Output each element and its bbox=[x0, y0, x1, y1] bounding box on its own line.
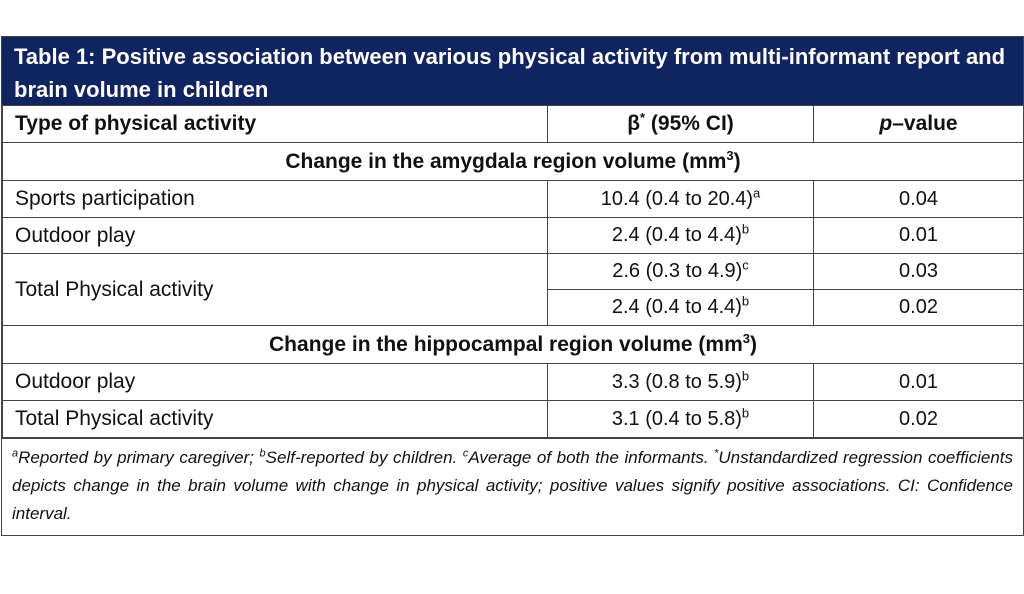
table-row: 2.4 (0.4 to 4.4)b 0.02 bbox=[3, 289, 1024, 326]
row-pvalue: 0.02 bbox=[813, 289, 1024, 326]
row-beta: 3.1 (0.4 to 5.8)b bbox=[547, 400, 814, 438]
row-pvalue: 0.01 bbox=[813, 217, 1024, 254]
table-row: Total Physical activity 2.6 (0.3 to 4.9)… bbox=[2, 253, 1024, 326]
table-row: Total Physical activity 3.1 (0.4 to 5.8)… bbox=[2, 400, 1024, 438]
table-title: Table 1: Positive association between va… bbox=[2, 37, 1023, 105]
row-beta: 10.4 (0.4 to 20.4)a bbox=[547, 180, 814, 218]
table-row: Sports participation 10.4 (0.4 to 20.4)a… bbox=[2, 180, 1024, 218]
row-beta: 2.4 (0.4 to 4.4)b bbox=[547, 289, 814, 326]
row-type: Sports participation bbox=[2, 180, 548, 218]
row-pvalue: 0.03 bbox=[813, 253, 1024, 290]
section-heading-hippocampal: Change in the hippocampal region volume … bbox=[2, 325, 1024, 364]
header-row: Type of physical activity β* (95% CI) p–… bbox=[2, 105, 1024, 143]
table-row: Outdoor play 3.3 (0.8 to 5.9)b 0.01 bbox=[2, 363, 1024, 401]
table-row: Outdoor play 2.4 (0.4 to 4.4)b 0.01 bbox=[2, 217, 1024, 254]
header-pvalue: p–value bbox=[813, 105, 1024, 143]
results-table: Type of physical activity β* (95% CI) p–… bbox=[2, 105, 1024, 438]
row-type: Total Physical activity bbox=[2, 253, 548, 326]
row-type: Outdoor play bbox=[2, 363, 548, 401]
header-type: Type of physical activity bbox=[2, 105, 548, 143]
table-container: Table 1: Positive association between va… bbox=[1, 36, 1024, 536]
table-footnote: aReported by primary caregiver; bSelf-re… bbox=[2, 438, 1023, 535]
row-pvalue: 0.02 bbox=[813, 400, 1024, 438]
section-heading-amygdala: Change in the amygdala region volume (mm… bbox=[2, 142, 1024, 181]
row-beta: 2.6 (0.3 to 4.9)c bbox=[547, 253, 814, 290]
row-type: Outdoor play bbox=[2, 217, 548, 254]
row-beta: 3.3 (0.8 to 5.9)b bbox=[547, 363, 814, 401]
row-type: Total Physical activity bbox=[2, 400, 548, 438]
row-beta: 2.4 (0.4 to 4.4)b bbox=[547, 217, 814, 254]
header-beta: β* (95% CI) bbox=[547, 105, 814, 143]
row-pvalue: 0.01 bbox=[813, 363, 1024, 401]
row-pvalue: 0.04 bbox=[813, 180, 1024, 218]
